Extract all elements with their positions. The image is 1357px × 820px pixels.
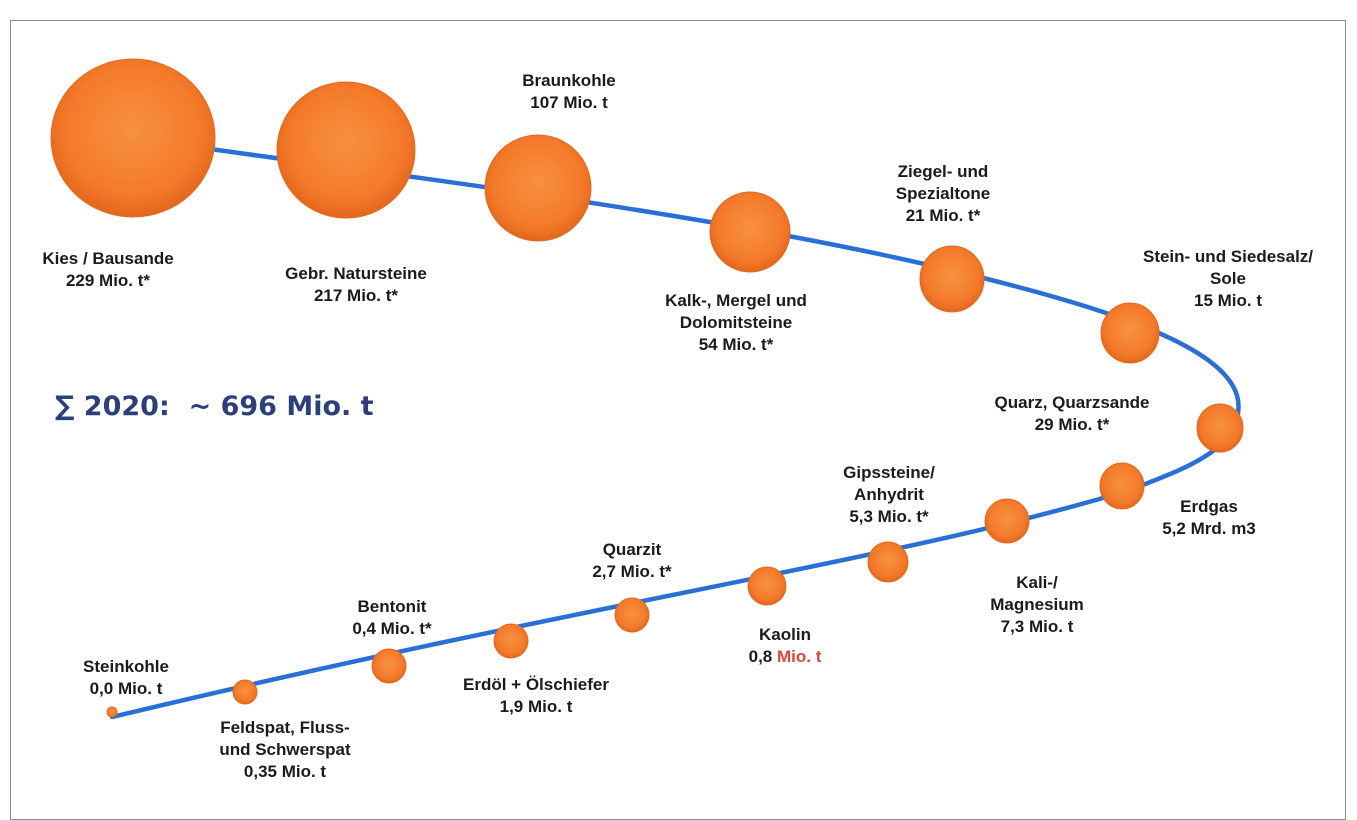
label-kali: Kali-/ Magnesium 7,3 Mio. t	[990, 572, 1084, 638]
label-line: 0,8 Mio. t	[749, 646, 822, 668]
label-ziegel: Ziegel- und Spezialtone 21 Mio. t*	[896, 161, 990, 227]
label-line: 15 Mio. t	[1193, 291, 1263, 310]
label-feldspat: Feldspat, Fluss- und Schwerspat 0,35 Mio…	[219, 717, 350, 783]
ball-bentonit	[371, 648, 407, 684]
ball-salz	[1100, 302, 1160, 364]
kaolin-value-number: 0,8	[748, 647, 773, 666]
label-line: Gebr. Natursteine	[285, 264, 427, 283]
label-line: 7,3 Mio. t	[1000, 617, 1074, 636]
label-line: Feldspat, Fluss-	[220, 718, 350, 737]
label-line: 217 Mio. t*	[313, 286, 399, 305]
label-line: und Schwerspat	[219, 740, 351, 759]
kaolin-value-unit: Mio. t	[776, 647, 822, 666]
ball-kali	[984, 498, 1030, 544]
label-quarzit: Quarzit 2,7 Mio. t*	[592, 539, 671, 583]
label-line: Braunkohle	[522, 71, 616, 90]
label-line: Kaolin	[759, 625, 811, 644]
total-sum: ∑ 2020: ~ 696 Mio. t	[55, 391, 374, 422]
ball-quarz	[1196, 403, 1244, 453]
label-salz: Stein- und Siedesalz/ Sole 15 Mio. t	[1143, 246, 1313, 312]
label-bentonit: Bentonit 0,4 Mio. t*	[352, 596, 431, 640]
label-erdgas: Erdgas 5,2 Mrd. m3	[1162, 496, 1256, 540]
diagram-canvas	[50, 58, 1244, 720]
label-line: Kies / Bausande	[42, 249, 174, 268]
label-line: 2,7 Mio. t*	[592, 562, 672, 581]
label-line: 21 Mio. t*	[905, 206, 981, 225]
label-line: Quarz, Quarzsande	[994, 393, 1150, 412]
ball-natur	[276, 81, 416, 219]
label-quarz: Quarz, Quarzsande 29 Mio. t*	[995, 392, 1150, 436]
ball-gips	[867, 541, 909, 583]
label-kaolin: Kaolin 0,8 Mio. t	[749, 624, 822, 668]
label-erdoel: Erdöl + Ölschiefer 1,9 Mio. t	[463, 674, 609, 718]
label-line: Magnesium	[990, 595, 1084, 614]
ball-kies	[50, 58, 216, 218]
label-line: 5,3 Mio. t*	[849, 507, 929, 526]
sum-value: ~ 696 Mio. t	[188, 391, 374, 422]
label-line: Spezialtone	[895, 184, 991, 203]
ball-erdgas	[1099, 462, 1145, 510]
label-line: Kalk-, Mergel und	[665, 291, 807, 310]
label-kies: Kies / Bausande 229 Mio. t*	[42, 248, 173, 292]
label-line: Steinkohle	[83, 657, 169, 676]
label-line: 29 Mio. t*	[1034, 415, 1110, 434]
label-line: 54 Mio. t*	[698, 335, 774, 354]
label-natur: Gebr. Natursteine 217 Mio. t*	[285, 263, 427, 307]
label-line: Dolomitsteine	[679, 313, 793, 332]
label-braun: Braunkohle 107 Mio. t	[522, 70, 616, 114]
label-kalk: Kalk-, Mergel und Dolomitsteine 54 Mio. …	[665, 290, 807, 356]
label-line: Ziegel- und	[897, 162, 989, 181]
ball-kalk	[709, 191, 791, 273]
label-line: 0,4 Mio. t*	[352, 619, 432, 638]
sum-year: 2020:	[83, 391, 170, 422]
ball-braun	[484, 134, 592, 242]
sum-symbol: ∑	[55, 391, 75, 422]
label-line: Sole	[1210, 269, 1246, 288]
ball-steinkohle	[106, 706, 118, 718]
ball-feldspat	[232, 679, 258, 705]
label-line: Erdgas	[1180, 497, 1238, 516]
label-line: Quarzit	[602, 540, 662, 559]
label-line: Kali-/	[1016, 573, 1058, 592]
label-gips: Gipssteine/ Anhydrit 5,3 Mio. t*	[843, 462, 935, 528]
ball-kaolin	[747, 566, 787, 606]
ball-erdoel	[493, 623, 529, 659]
label-line: 0,35 Mio. t	[243, 762, 327, 781]
label-line: 5,2 Mrd. m3	[1162, 519, 1256, 538]
label-line: Gipssteine/	[843, 463, 935, 482]
label-steinkohle: Steinkohle 0,0 Mio. t	[83, 656, 169, 700]
label-line: 229 Mio. t*	[65, 271, 151, 290]
label-line: Erdöl + Ölschiefer	[463, 675, 609, 694]
label-line: 0,0 Mio. t	[89, 679, 163, 698]
label-line: Bentonit	[357, 597, 427, 616]
ball-quarzit	[614, 597, 650, 633]
label-line: Anhydrit	[854, 485, 924, 504]
label-line: 107 Mio. t	[530, 93, 608, 112]
label-line: 1,9 Mio. t	[499, 697, 573, 716]
ball-ziegel	[919, 245, 985, 313]
label-line: Stein- und Siedesalz/	[1142, 247, 1314, 266]
